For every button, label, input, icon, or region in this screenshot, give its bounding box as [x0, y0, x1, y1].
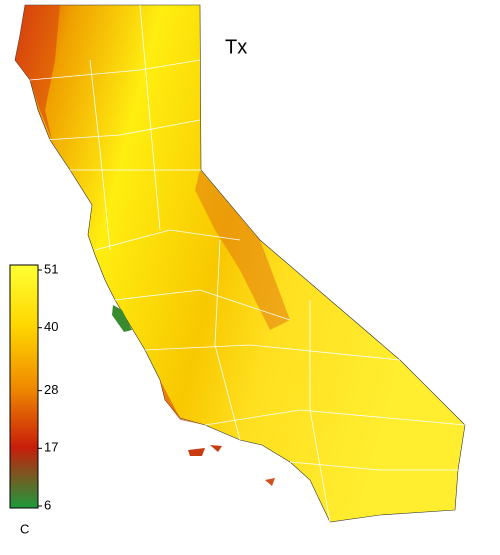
- south-coast-warm: [160, 380, 205, 425]
- california: [14, 4, 466, 523]
- island: [265, 478, 275, 486]
- colorbar-tick-label: 17: [44, 440, 58, 455]
- map-title: Tx: [225, 36, 247, 58]
- colorbar-tick-label: 40: [44, 319, 58, 334]
- colorbar-ramp: [9, 264, 39, 509]
- coastal-warm: [15, 5, 60, 140]
- island: [210, 445, 222, 452]
- colorbar-tick-label: 51: [44, 261, 58, 276]
- island: [188, 448, 205, 456]
- county-lines: [29, 4, 466, 523]
- colorbar-tick-label: 28: [44, 382, 58, 397]
- colorbar: C 51 40 28 17 6: [9, 261, 58, 536]
- sierra-warm: [195, 170, 290, 330]
- colorbar-tick-label: 6: [44, 497, 51, 512]
- coast-green: [112, 305, 132, 332]
- colorbar-unit: C: [20, 521, 29, 536]
